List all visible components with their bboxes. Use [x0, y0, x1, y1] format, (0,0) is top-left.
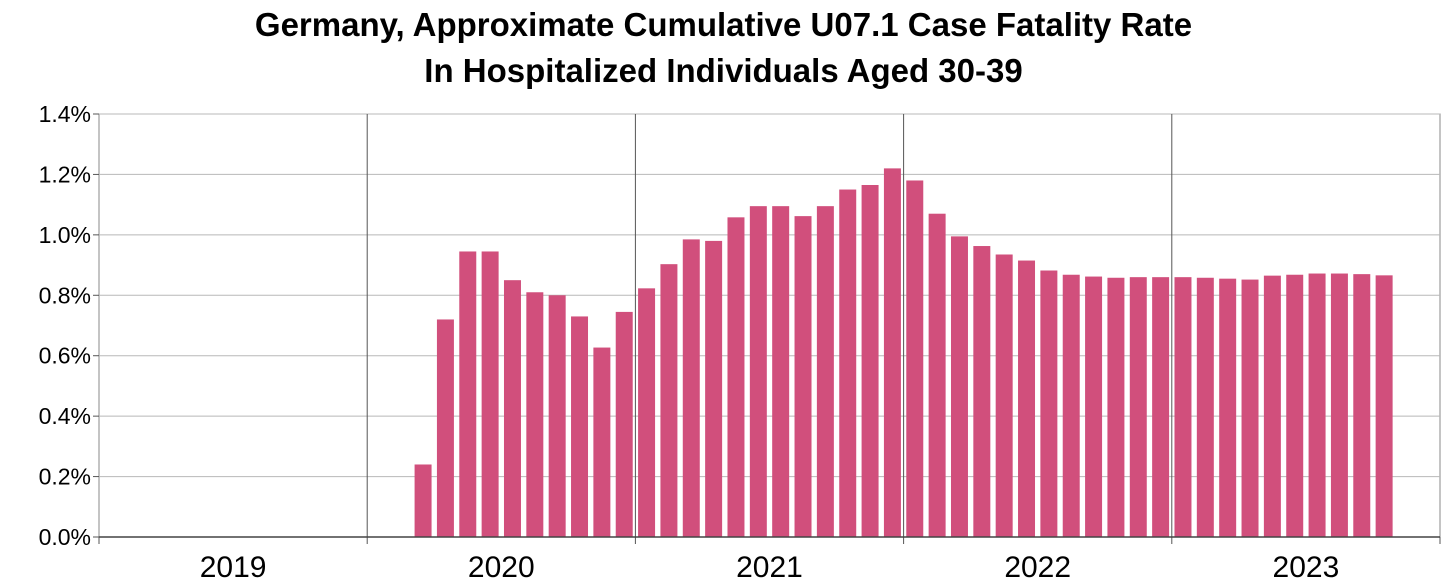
- bar: [906, 180, 924, 537]
- chart-title-line-2: In Hospitalized Individuals Aged 30-39: [424, 52, 1023, 89]
- bar: [1353, 274, 1371, 537]
- bar: [861, 185, 879, 537]
- bar: [1129, 277, 1147, 537]
- bar: [526, 292, 544, 537]
- bar: [1018, 260, 1036, 537]
- bar: [1375, 275, 1393, 537]
- bar: [928, 213, 946, 537]
- x-tick-label: 2019: [200, 551, 267, 582]
- chart-title-line-1: Germany, Approximate Cumulative U07.1 Ca…: [254, 6, 1193, 43]
- bar: [1062, 274, 1080, 537]
- plot-area: [98, 113, 1441, 538]
- bar: [1152, 277, 1170, 537]
- bar: [727, 217, 745, 537]
- bar: [772, 206, 790, 537]
- bar: [481, 251, 499, 537]
- bar: [1330, 273, 1348, 537]
- bar: [816, 206, 834, 537]
- y-tick-label: 1.0%: [39, 222, 91, 248]
- bar: [571, 316, 589, 537]
- y-tick-label: 1.2%: [39, 161, 91, 187]
- y-tick-label: 1.4%: [39, 101, 91, 127]
- bar: [1241, 279, 1259, 537]
- bar: [503, 280, 521, 537]
- bar: [749, 206, 767, 537]
- bar: [1196, 277, 1214, 537]
- bar: [950, 236, 968, 537]
- bar: [615, 311, 633, 537]
- bar: [682, 239, 700, 537]
- bar: [1107, 277, 1125, 537]
- bar: [1219, 278, 1237, 537]
- y-tick-label: 0.6%: [39, 343, 91, 369]
- y-tick-label: 0.8%: [39, 282, 91, 308]
- bar: [794, 216, 812, 538]
- chart-title: Germany, Approximate Cumulative U07.1 Ca…: [0, 2, 1447, 94]
- bar: [839, 189, 857, 538]
- bar: [1174, 277, 1192, 537]
- y-tick-label: 0.0%: [39, 524, 91, 550]
- bar: [1263, 275, 1281, 537]
- x-tick-label: 2022: [1004, 551, 1071, 582]
- x-tick-label: 2020: [468, 551, 535, 582]
- bar: [593, 347, 611, 537]
- bar: [1040, 270, 1058, 537]
- bar: [883, 168, 901, 537]
- bar: [414, 464, 432, 537]
- y-tick-label: 0.2%: [39, 464, 91, 490]
- y-tick-label: 0.4%: [39, 403, 91, 429]
- bar: [436, 319, 454, 537]
- bar: [548, 295, 566, 537]
- bar: [1085, 276, 1103, 537]
- bar: [705, 240, 723, 537]
- bar: [995, 254, 1013, 537]
- x-tick-label: 2023: [1273, 551, 1340, 582]
- bar: [638, 288, 656, 537]
- bar: [459, 251, 477, 537]
- bar: [973, 246, 991, 537]
- x-tick-label: 2021: [736, 551, 803, 582]
- bar: [1286, 274, 1304, 537]
- bar: [1308, 273, 1326, 537]
- bar: [660, 264, 678, 537]
